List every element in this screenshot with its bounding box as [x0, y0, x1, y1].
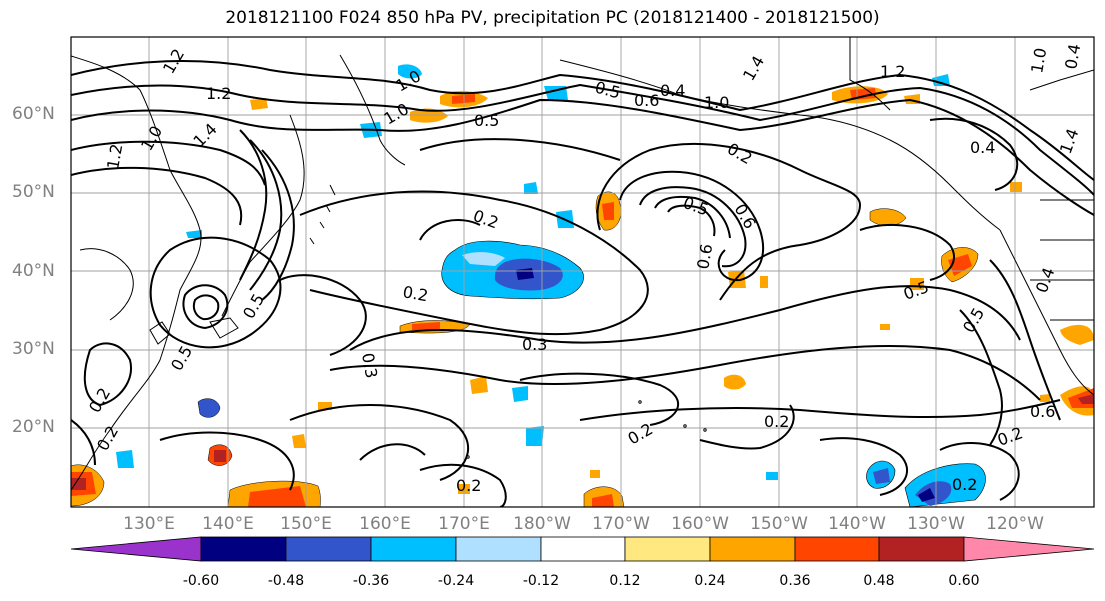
contour-label: 0.6: [634, 91, 659, 110]
colorbar-segment: [540, 536, 626, 562]
lon-label: 140°W: [828, 514, 886, 534]
lon-label: 120°W: [986, 514, 1044, 534]
contour-label: 0.5: [167, 342, 196, 374]
colorbar-tick-label: -0.24: [437, 573, 475, 589]
colorbar-segment: [878, 536, 965, 562]
pv-contours: [71, 59, 1094, 507]
contour-label: 1.0: [704, 93, 729, 112]
colorbar-segment: [370, 536, 457, 562]
contour-label: 0.4: [1061, 42, 1084, 70]
contour-label: 1.2: [103, 142, 126, 170]
contour-label: 1.4: [1056, 126, 1083, 156]
contour-label: 0.4: [1032, 265, 1059, 295]
contour-label: 1.2: [206, 84, 231, 103]
contour-label: 0.4: [970, 138, 995, 157]
lat-label: 40°N: [12, 261, 55, 281]
colorbar-tick-label: -0.48: [267, 573, 305, 589]
colorbar-extend-min: [70, 536, 202, 562]
colorbar: [70, 536, 1095, 562]
lon-label: 140°E: [202, 514, 254, 534]
contour-label: 1.2: [880, 62, 905, 81]
contour-label: 1.0: [137, 122, 166, 154]
lat-label: 20°N: [12, 417, 55, 437]
lon-label: 130°E: [123, 514, 175, 534]
lat-label: 50°N: [12, 182, 55, 202]
contour-label: 0.2: [625, 419, 657, 448]
lon-label: 160°E: [359, 514, 411, 534]
graticule: [71, 37, 1094, 507]
lon-label: 150°W: [750, 514, 808, 534]
lon-label: 160°W: [671, 514, 729, 534]
contour-label: 1.4: [189, 119, 220, 150]
colorbar-tick-label: 0.60: [948, 573, 980, 589]
precip-shading: [71, 64, 1094, 507]
colorbar-segment: [455, 536, 542, 562]
contour-label: 0.2: [85, 384, 114, 416]
lon-label: 170°W: [592, 514, 650, 534]
contour-label: 0.2: [471, 206, 501, 233]
contour-label: 1.0: [1027, 46, 1050, 74]
contour-label: 1.2: [159, 45, 188, 77]
contour-label: 0.5: [474, 111, 499, 130]
map-title: 2018121100 F024 850 hPa PV, precipitatio…: [225, 8, 880, 28]
lon-label: 170°E: [438, 514, 490, 534]
contour-label: 1.4: [739, 52, 768, 84]
contour-label: 0.2: [952, 475, 977, 494]
contour-label: 0.2: [724, 139, 756, 168]
map-frame: [70, 36, 1095, 508]
lat-label: 60°N: [12, 104, 55, 124]
colorbar-tick-label: 0.48: [863, 573, 895, 589]
colorbar-segment: [200, 536, 287, 562]
contour-label: 0.5: [239, 290, 268, 322]
colorbar-segment: [285, 536, 372, 562]
colorbar-segment: [624, 536, 711, 562]
contour-label: 0.6: [693, 242, 716, 270]
contour-label: 0.6: [1030, 402, 1055, 421]
colorbar-tick-label: -0.60: [182, 573, 220, 589]
lon-label: 180°W: [513, 514, 571, 534]
coastlines: [71, 37, 1094, 491]
colorbar-tick-label: -0.36: [352, 573, 390, 589]
contour-label: 0.5: [901, 277, 931, 304]
colorbar-segment: [794, 536, 880, 562]
contour-label: 0.4: [660, 81, 685, 100]
contour-label: 0.2: [456, 476, 481, 495]
colorbar-tick-label: 0.12: [609, 573, 641, 589]
contour-label: 0.5: [593, 78, 623, 103]
lon-label: 150°E: [280, 514, 332, 534]
contour-labels: 1.2 1.2 1.0 1.4 1.2 1.0 1.0 0.5 0.5 0.6 …: [85, 42, 1084, 495]
colorbar-segment: [709, 536, 796, 562]
contour-label: 0.3: [522, 335, 547, 354]
colorbar-extend-max: [963, 536, 1095, 562]
colorbar-tick-label: 0.36: [779, 573, 811, 589]
contour-label: 0.5: [681, 193, 711, 220]
contour-label: 0.2: [401, 282, 429, 305]
contour-label: 0.6: [731, 201, 760, 233]
contour-label: 0.3: [358, 351, 381, 379]
contour-label: 0.5: [959, 304, 988, 336]
colorbar-tick-label: 0.24: [694, 573, 726, 589]
lon-label: 130°W: [907, 514, 965, 534]
contour-label: 0.2: [764, 412, 789, 431]
colorbar-tick-label: -0.12: [522, 573, 560, 589]
lat-label: 30°N: [12, 339, 55, 359]
